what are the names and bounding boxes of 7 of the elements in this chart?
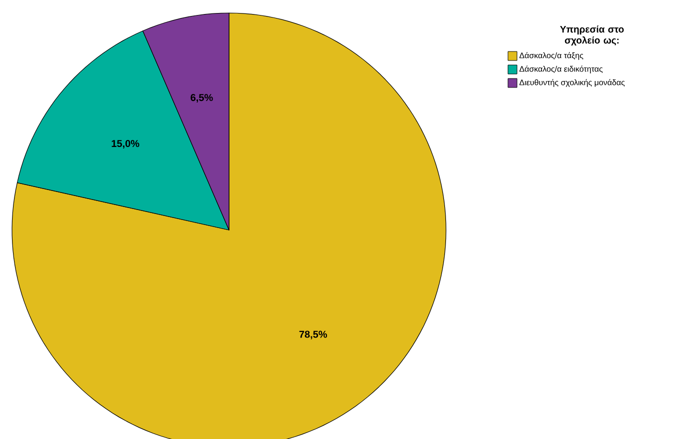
- legend-title: Υπηρεσία στο σχολείο ως:: [560, 26, 624, 46]
- data-label: 78,5%: [299, 330, 328, 340]
- data-label: 15,0%: [112, 140, 140, 148]
- legend-label: Δάσκαλος/α τάξης: [519, 52, 584, 60]
- data-label: 6,5%: [190, 94, 213, 103]
- legend-label: Διευθυντής σχολικής μονάδας: [519, 79, 625, 87]
- legend-label: Δάσκαλος/α ειδικότητας: [519, 66, 603, 74]
